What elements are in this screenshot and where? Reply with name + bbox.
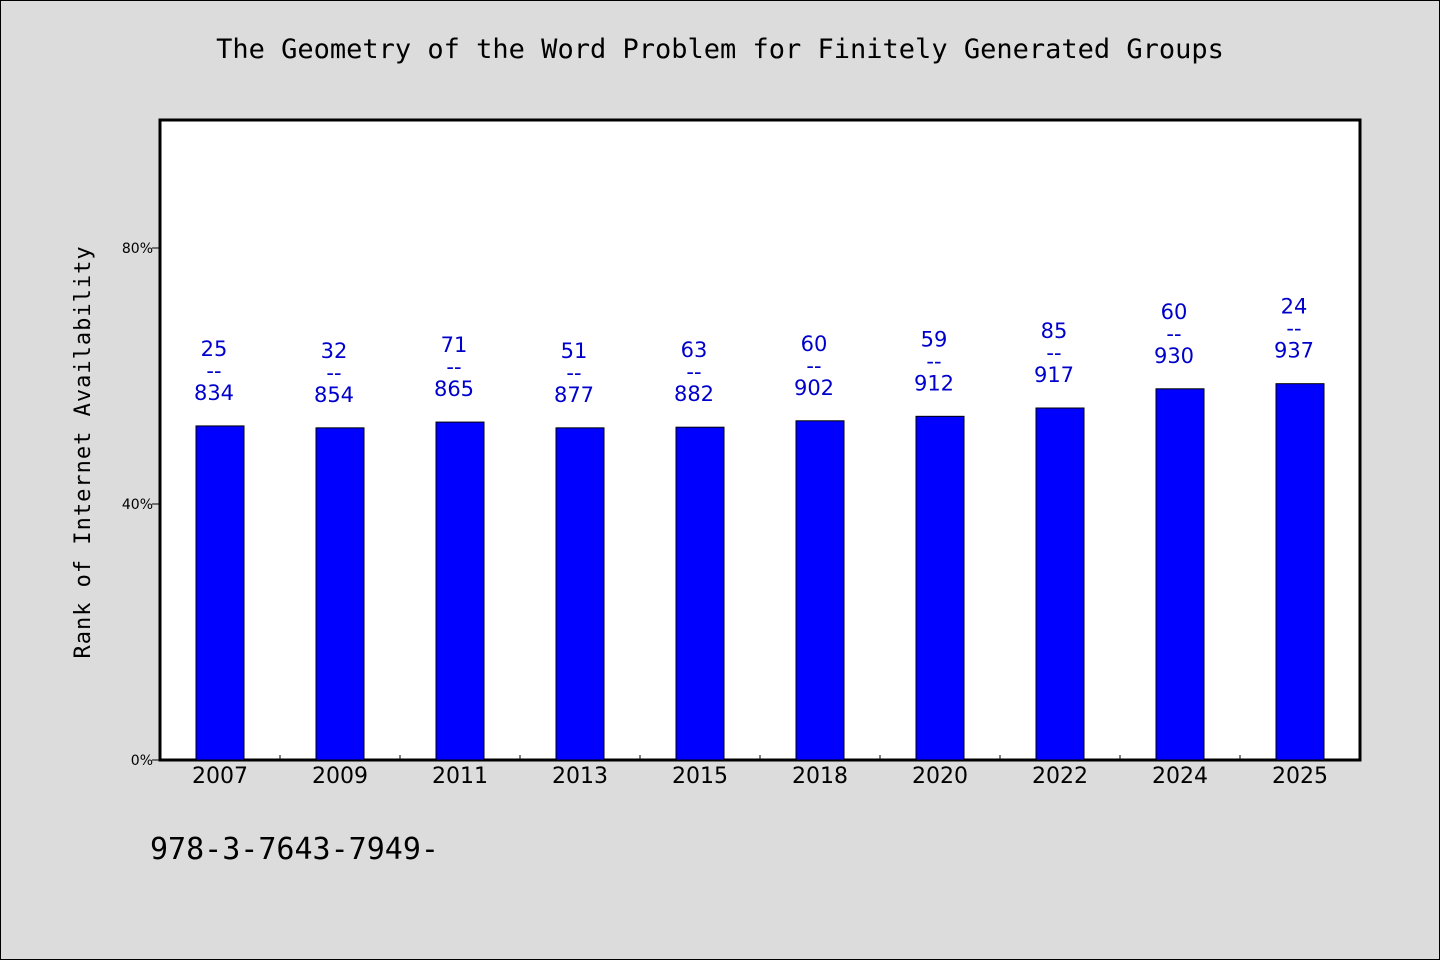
y-tick-label: 40% [122, 497, 153, 513]
y-axis-label: Rank of Internet Availability [71, 245, 96, 658]
data-label-top-2007: 25 [201, 337, 228, 361]
data-label-top-2018: 60 [801, 332, 828, 356]
x-tick-label-2018: 2018 [792, 764, 848, 789]
x-tick-label-2011: 2011 [432, 764, 488, 789]
data-label-top-2020: 59 [921, 327, 948, 351]
data-label-top-2025: 24 [1281, 295, 1308, 319]
data-label-top-2022: 85 [1041, 319, 1068, 343]
data-label-separator-2011: -- [446, 355, 461, 379]
footer-code: 978-3-7643-7949- [150, 832, 439, 867]
data-label-top-2015: 63 [681, 338, 708, 362]
x-tick-label-2022: 2022 [1032, 764, 1088, 789]
bar-2011 [435, 421, 485, 761]
data-label-separator-2025: -- [1286, 317, 1301, 341]
bar-2025 [1275, 383, 1325, 761]
data-labels: 25--83432--85471--86551--87763--88260--9… [194, 295, 1314, 407]
x-tick-label-2007: 2007 [192, 764, 248, 789]
data-label-bottom-2024: 930 [1154, 344, 1194, 368]
bar-2007 [195, 425, 245, 761]
x-tick-label-2020: 2020 [912, 764, 968, 789]
data-label-separator-2020: -- [926, 349, 941, 373]
data-label-top-2013: 51 [561, 339, 588, 363]
data-label-top-2009: 32 [321, 339, 348, 363]
data-label-separator-2024: -- [1166, 322, 1181, 346]
data-label-separator-2009: -- [326, 361, 341, 385]
bar-2018 [795, 420, 845, 761]
data-label-bottom-2009: 854 [314, 383, 354, 407]
bars [195, 383, 1325, 761]
x-tick-label-2009: 2009 [312, 764, 368, 789]
data-label-separator-2013: -- [566, 361, 581, 385]
data-label-bottom-2020: 912 [914, 371, 954, 395]
x-tick-label-2025: 2025 [1272, 764, 1328, 789]
data-label-bottom-2015: 882 [674, 382, 714, 406]
bar-2013 [555, 427, 605, 761]
data-label-bottom-2018: 902 [794, 376, 834, 400]
bar-2009 [315, 427, 365, 761]
x-tick-label-2024: 2024 [1152, 764, 1208, 789]
data-label-separator-2022: -- [1046, 341, 1061, 365]
data-label-separator-2007: -- [206, 359, 221, 383]
data-label-bottom-2025: 937 [1274, 339, 1314, 363]
y-tick-label: 80% [122, 241, 153, 257]
data-label-bottom-2011: 865 [434, 377, 474, 401]
bar-2024 [1155, 388, 1205, 761]
data-label-bottom-2007: 834 [194, 381, 234, 405]
axes: 2007 2009 2011 2013 2015 2018 2020 2022 2024 2025… [122, 241, 1328, 789]
data-label-top-2024: 60 [1161, 300, 1188, 324]
bar-2022 [1035, 407, 1085, 761]
x-tick-label-2013: 2013 [552, 764, 608, 789]
data-label-bottom-2013: 877 [554, 383, 594, 407]
bar-2015 [675, 426, 725, 761]
data-label-separator-2015: -- [686, 360, 701, 384]
chart-title: The Geometry of the Word Problem for Fin… [216, 34, 1224, 65]
data-label-bottom-2022: 917 [1034, 363, 1074, 387]
data-label-top-2011: 71 [441, 333, 468, 357]
data-label-separator-2018: -- [806, 354, 821, 378]
y-tick-label: 0% [131, 753, 153, 769]
x-tick-label-2015: 2015 [672, 764, 728, 789]
bar-2020 [915, 415, 965, 761]
